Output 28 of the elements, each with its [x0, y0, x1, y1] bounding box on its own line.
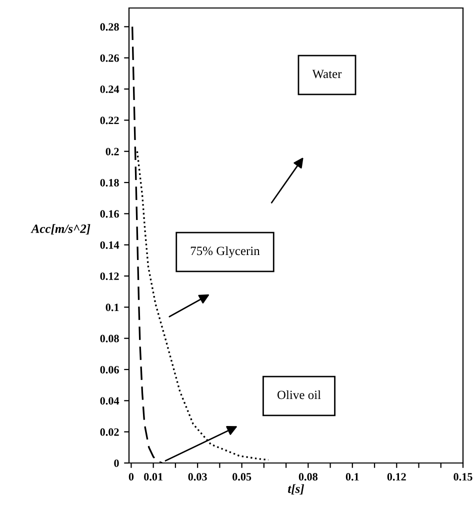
y-tick-label: 0.06 — [100, 366, 119, 374]
x-tick-label: 0 — [128, 473, 134, 481]
annotation: Olive oil — [277, 390, 321, 400]
y-tick-label: 0.04 — [100, 397, 120, 405]
y-tick-label: 0.26 — [100, 54, 119, 62]
annotation: Water — [312, 70, 342, 78]
y-axis-title: Acc[m/s^2] — [30, 224, 90, 235]
x-tick-label: 0.03 — [188, 473, 207, 481]
y-tick-label: 0.18 — [100, 178, 119, 187]
x-tick-label: 0.12 — [387, 473, 406, 481]
x-axis-title: t[s] — [288, 484, 304, 495]
y-tick-label: 0.1 — [106, 304, 119, 312]
x-tick-label: 0.1 — [346, 473, 359, 481]
y-tick-label: 0.02 — [100, 428, 119, 436]
y-tick-label: 0 — [114, 459, 119, 467]
y-tick-label: 0.24 — [100, 85, 120, 94]
y-tick-label: 0.2 — [106, 148, 119, 156]
annotation: 75% Glycerin — [190, 246, 260, 258]
y-tick-label: 0.12 — [100, 272, 119, 280]
x-tick-label: 0.05 — [232, 473, 252, 481]
y-tick-label: 0.14 — [100, 241, 120, 249]
y-tick-label: 0.22 — [100, 116, 119, 124]
x-tick-label: 0.08 — [298, 473, 318, 481]
y-tick-label: 0.16 — [100, 210, 119, 218]
y-tick-label: 0.08 — [100, 334, 119, 342]
y-tick-label: 0.28 — [100, 23, 119, 31]
x-tick-label: 0.01 — [144, 473, 162, 481]
x-tick-label: 0.15 — [454, 473, 472, 481]
